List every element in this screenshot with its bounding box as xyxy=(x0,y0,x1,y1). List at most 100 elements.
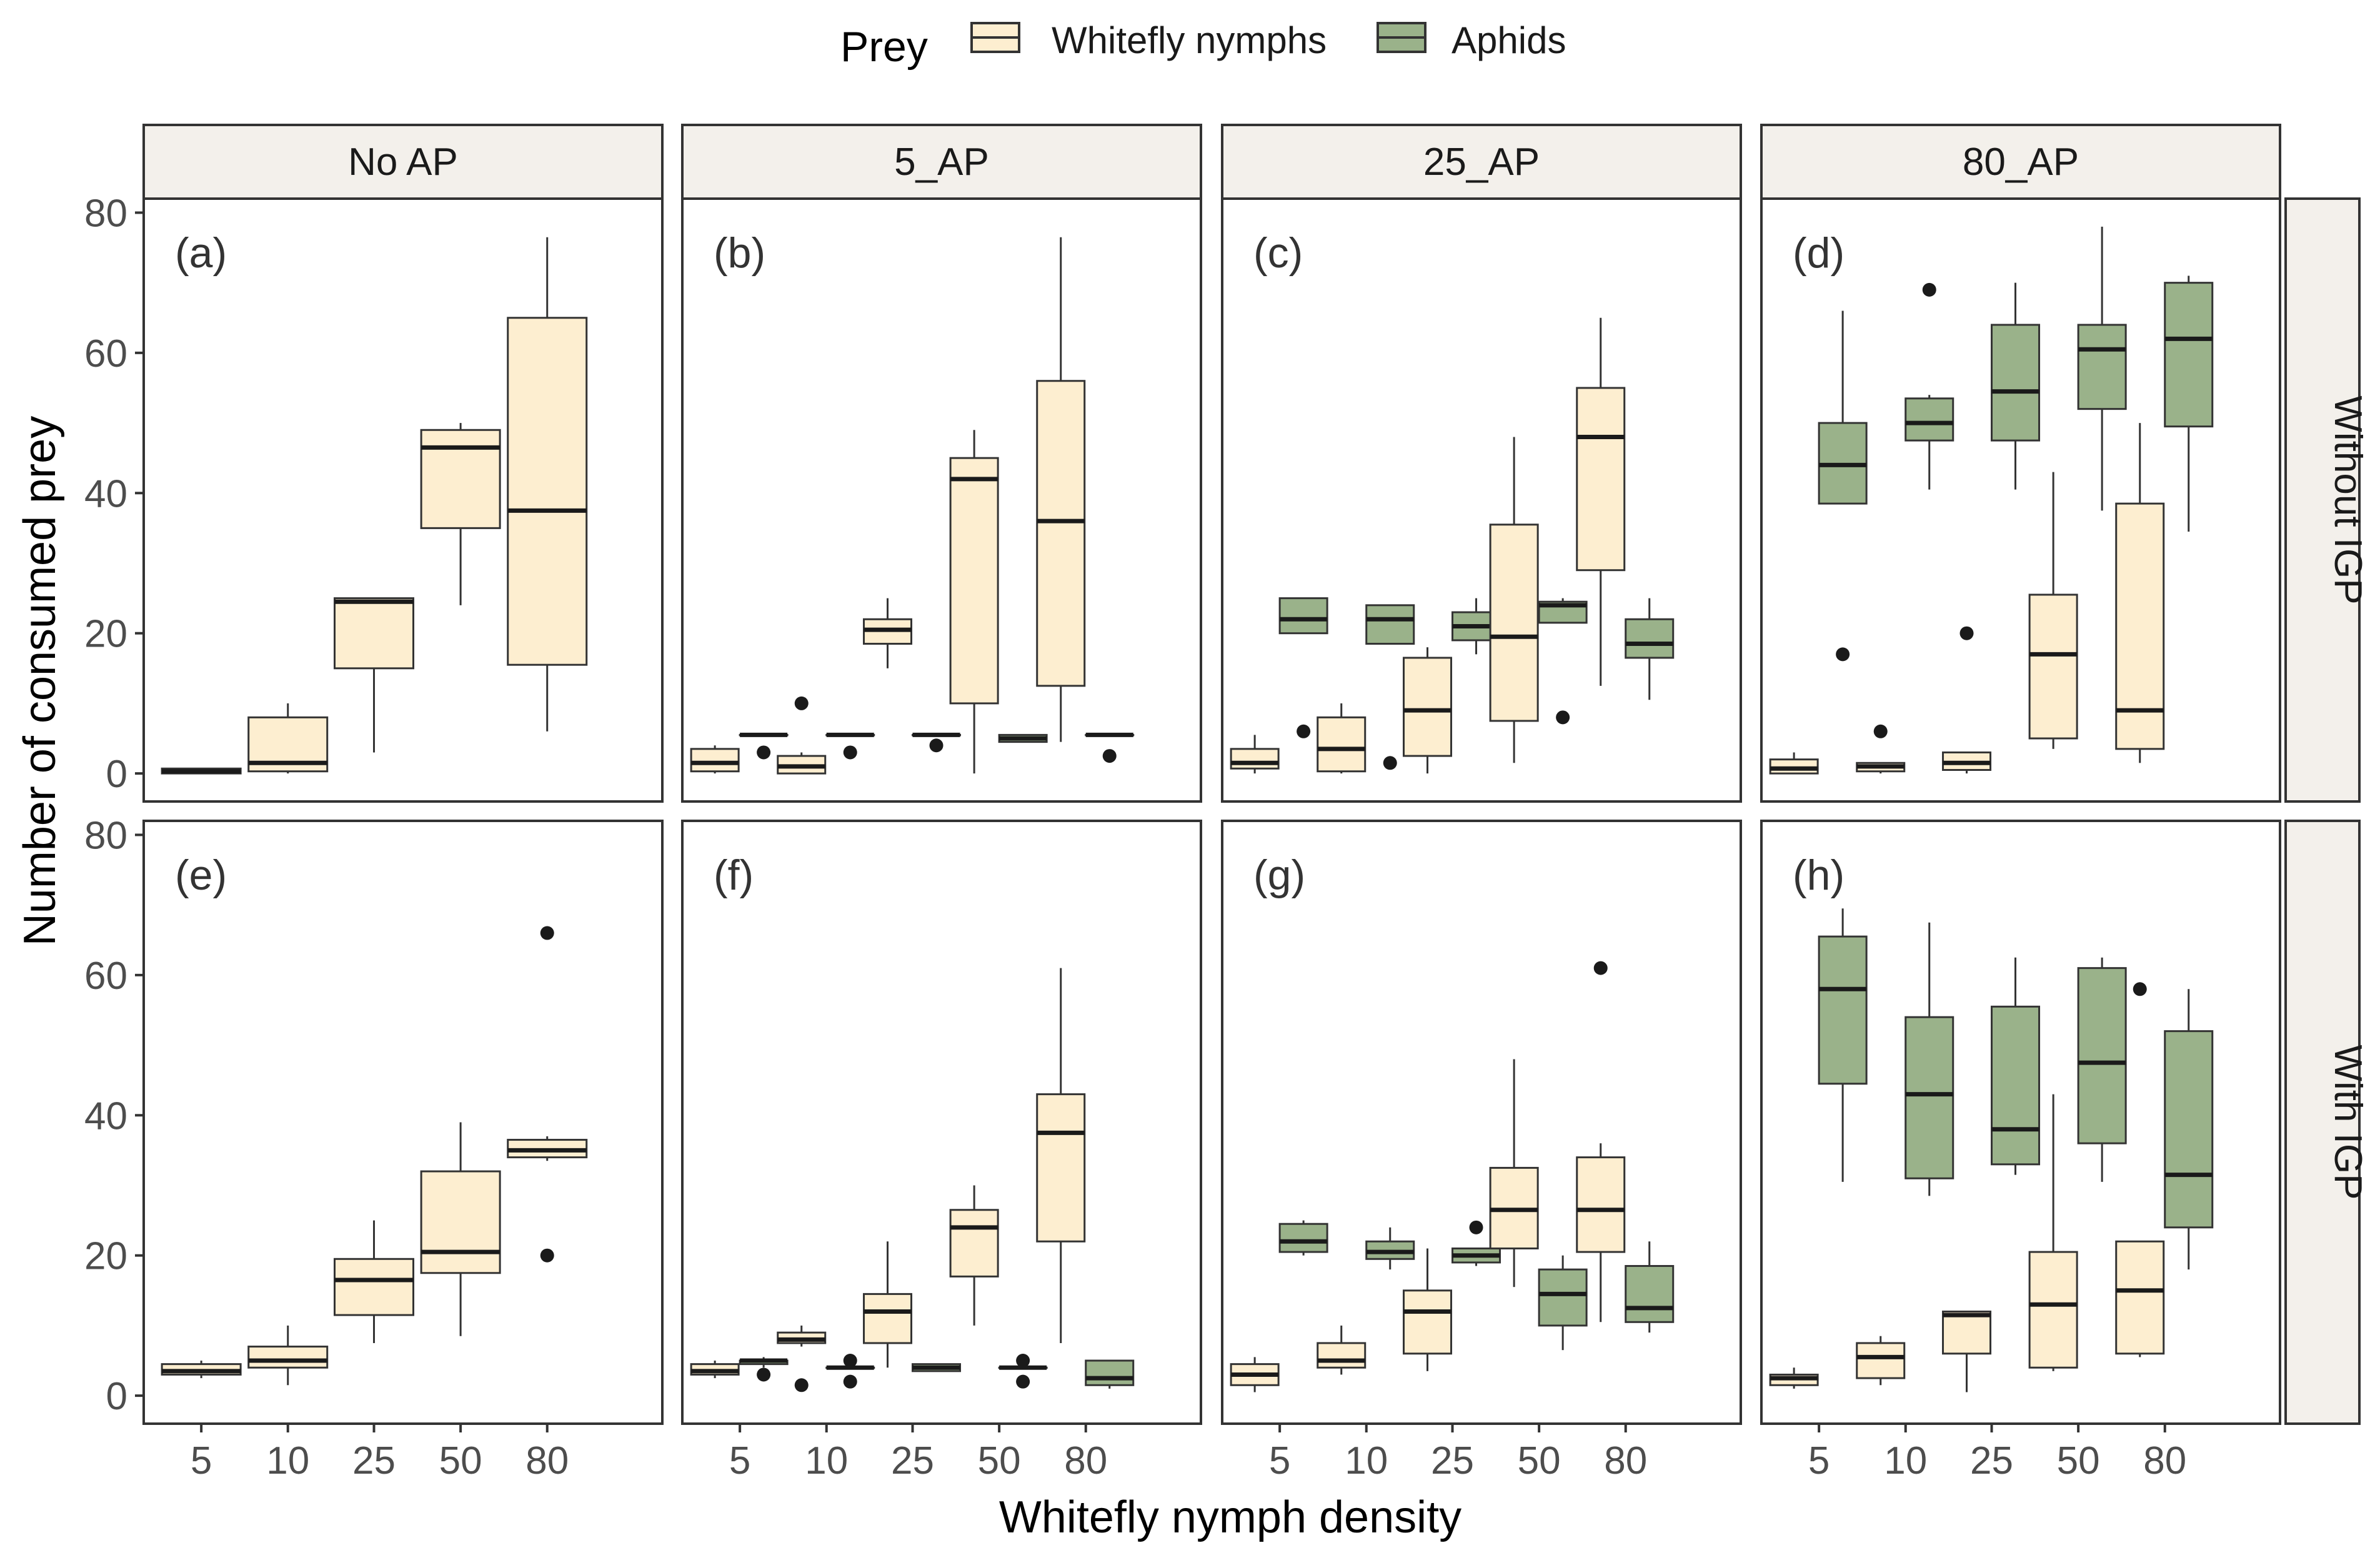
box-aphids-10 xyxy=(1365,604,1415,645)
panel-border xyxy=(1221,197,1742,803)
x-tick-label: 5 xyxy=(729,1439,750,1482)
x-tick-label: 10 xyxy=(805,1439,848,1482)
box-aphids-25 xyxy=(1991,1005,2041,1166)
x-tick-label: 5 xyxy=(191,1439,212,1482)
y-tick-label: 80 xyxy=(84,192,127,235)
box-whitefly-5 xyxy=(1230,748,1280,770)
box-whitefly-10 xyxy=(1317,1342,1367,1369)
x-tick-label: 10 xyxy=(266,1439,309,1482)
panel-tag: (f) xyxy=(714,851,754,899)
outlier-point xyxy=(1383,756,1397,770)
legend-title: Prey xyxy=(840,23,928,71)
outlier-point xyxy=(1556,710,1570,725)
panel-border xyxy=(1760,197,2281,803)
x-tick-label: 80 xyxy=(1604,1439,1647,1482)
x-tick-label: 50 xyxy=(978,1439,1021,1482)
box-whitefly-50 xyxy=(2028,1251,2078,1369)
column-strip xyxy=(1221,124,1742,200)
column-strip xyxy=(142,124,664,200)
box-whitefly-80 xyxy=(1036,1093,1086,1243)
y-tick-label: 0 xyxy=(106,753,127,796)
column-strip-label: No AP xyxy=(348,141,458,184)
facets: No AP 5_AP 25_AP 80_AP Without IGP With IGP 0 2… xyxy=(84,124,2369,1482)
x-tick-label: 80 xyxy=(525,1439,569,1482)
panel-border xyxy=(142,820,664,1425)
x-tick-label: 10 xyxy=(1884,1439,1927,1482)
panel-border xyxy=(681,197,1202,803)
panel-tag: (g) xyxy=(1253,851,1305,899)
box-aphids-10 xyxy=(1904,1016,1954,1179)
y-tick-label: 40 xyxy=(84,472,127,515)
panel-background xyxy=(144,821,662,1424)
outlier-point xyxy=(757,1367,771,1382)
outlier-point xyxy=(1016,1374,1030,1389)
box-aphids-50 xyxy=(1538,1268,1588,1327)
y-tick-label: 0 xyxy=(106,1375,127,1418)
outlier-point xyxy=(843,1354,857,1368)
y-tick-label: 60 xyxy=(84,332,127,375)
column-strip xyxy=(1760,124,2281,200)
x-tick-label: 25 xyxy=(352,1439,396,1482)
box-aphids-5 xyxy=(1818,935,1868,1085)
box-aphids-80 xyxy=(2164,282,2214,428)
box-whitefly-25 xyxy=(334,597,415,670)
panel-tag: (b) xyxy=(714,229,765,277)
box-whitefly-50 xyxy=(949,1209,999,1278)
row-strip-label: Without IGP xyxy=(2326,395,2369,604)
x-tick-label: 50 xyxy=(2057,1439,2100,1482)
box-whitefly-25 xyxy=(334,1258,415,1316)
box-whitefly-25 xyxy=(1942,1310,1992,1355)
panel-tag: (d) xyxy=(1793,229,1845,277)
box-aphids-5 xyxy=(1278,597,1328,635)
column-strip-label: 80_AP xyxy=(1963,141,2079,184)
y-tick-label: 20 xyxy=(84,1235,127,1278)
panel-tag: (a) xyxy=(175,229,227,277)
outlier-point xyxy=(1297,724,1311,738)
y-axis-title: Number of consumed prey xyxy=(15,416,65,946)
box-whitefly-80 xyxy=(2115,502,2165,750)
outlier-point xyxy=(1469,1220,1483,1234)
legend: Prey Whitefly nymphs Aphids xyxy=(840,19,1566,71)
box-whitefly-50 xyxy=(420,429,501,529)
panel-border xyxy=(681,820,1202,1425)
outlier-point xyxy=(757,745,771,760)
outlier-point xyxy=(843,745,857,760)
x-axis-title: Whitefly nymph density xyxy=(999,1492,1461,1542)
outlier-point xyxy=(1836,647,1850,662)
box-whitefly-50 xyxy=(1489,523,1539,722)
x-tick-label: 80 xyxy=(1064,1439,1107,1482)
panel-border xyxy=(1221,820,1742,1425)
panel-background xyxy=(1222,821,1741,1424)
y-tick-label: 80 xyxy=(84,814,127,857)
x-tick-label: 25 xyxy=(1431,1439,1474,1482)
box-aphids-5 xyxy=(1278,1223,1328,1253)
box-whitefly-80 xyxy=(507,317,588,666)
row-strip xyxy=(2284,820,2361,1425)
panel-border xyxy=(1760,820,2281,1425)
box-aphids-80 xyxy=(2164,1030,2214,1229)
outlier-point xyxy=(2133,982,2147,996)
panel-tag: (h) xyxy=(1793,851,1845,899)
panel-background xyxy=(682,821,1201,1424)
box-whitefly-10 xyxy=(247,1346,329,1369)
box-whitefly-10 xyxy=(1856,1342,1906,1379)
x-tick-label: 25 xyxy=(1970,1439,2013,1482)
outlier-point xyxy=(1102,749,1117,763)
legend-entry-whitefly: Whitefly nymphs xyxy=(970,19,1327,61)
outlier-point xyxy=(540,1248,554,1263)
outlier-point xyxy=(843,1374,857,1389)
box-whitefly-50 xyxy=(2028,593,2078,740)
x-tick-label: 80 xyxy=(2143,1439,2186,1482)
outlier-point xyxy=(1016,1354,1030,1368)
box-whitefly-80 xyxy=(2115,1240,2165,1355)
box-aphids-50 xyxy=(2077,324,2127,410)
outlier-point xyxy=(540,926,554,940)
column-strip-label: 5_AP xyxy=(894,141,989,184)
x-tick-label: 50 xyxy=(1518,1439,1561,1482)
column-strip xyxy=(681,124,1202,200)
box-aphids-10 xyxy=(1904,397,1954,442)
box-whitefly-80 xyxy=(1576,1156,1626,1253)
box-whitefly-50 xyxy=(949,457,999,705)
x-tick-label: 25 xyxy=(891,1439,934,1482)
